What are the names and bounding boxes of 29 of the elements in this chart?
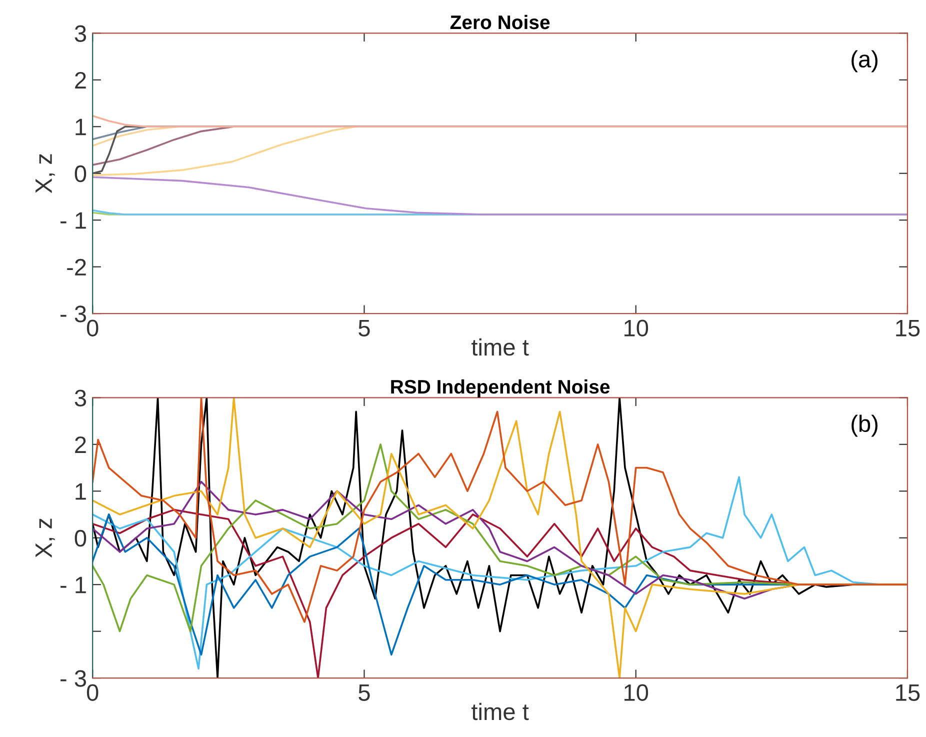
y-tick-label: 2 bbox=[75, 72, 86, 88]
chart-title: Zero Noise bbox=[450, 14, 550, 30]
x-axis-title: time t bbox=[472, 338, 529, 356]
x-tick-label: 15 bbox=[896, 320, 920, 336]
x-tick-label: 10 bbox=[624, 320, 648, 336]
x-tick-label: 5 bbox=[358, 320, 370, 336]
y-tick-label: 2 bbox=[75, 436, 86, 453]
y-tick-label: 3 bbox=[74, 25, 86, 42]
x-tick-label: 0 bbox=[86, 320, 98, 336]
y-tick-label: - 3 bbox=[60, 670, 86, 687]
x-tick-label: 15 bbox=[896, 684, 920, 701]
x-tick-label: 10 bbox=[624, 684, 648, 701]
y-axis-title: X, z bbox=[36, 518, 55, 558]
y-tick-label: - 3 bbox=[60, 306, 86, 322]
annotation: (b) bbox=[852, 414, 878, 437]
y-tick-label: - 1 bbox=[60, 212, 86, 229]
x-tick-label: 5 bbox=[358, 684, 370, 701]
y-tick-label: 3 bbox=[74, 390, 86, 406]
y-tick-label: 0 bbox=[74, 165, 86, 182]
y-tick-label: - 1 bbox=[60, 576, 86, 594]
y-tick-label: 1 bbox=[76, 483, 86, 500]
y-tick-label: -2 bbox=[67, 258, 86, 276]
annotation: (a) bbox=[852, 50, 878, 72]
y-tick-label: 0 bbox=[74, 530, 86, 547]
chart-title: RSD Independent Noise bbox=[391, 379, 610, 398]
x-tick-label: 0 bbox=[86, 684, 98, 701]
x-axis-title: time t bbox=[472, 702, 529, 720]
y-axis-title: X, z bbox=[36, 154, 55, 194]
y-tick-label: 1 bbox=[76, 118, 86, 136]
